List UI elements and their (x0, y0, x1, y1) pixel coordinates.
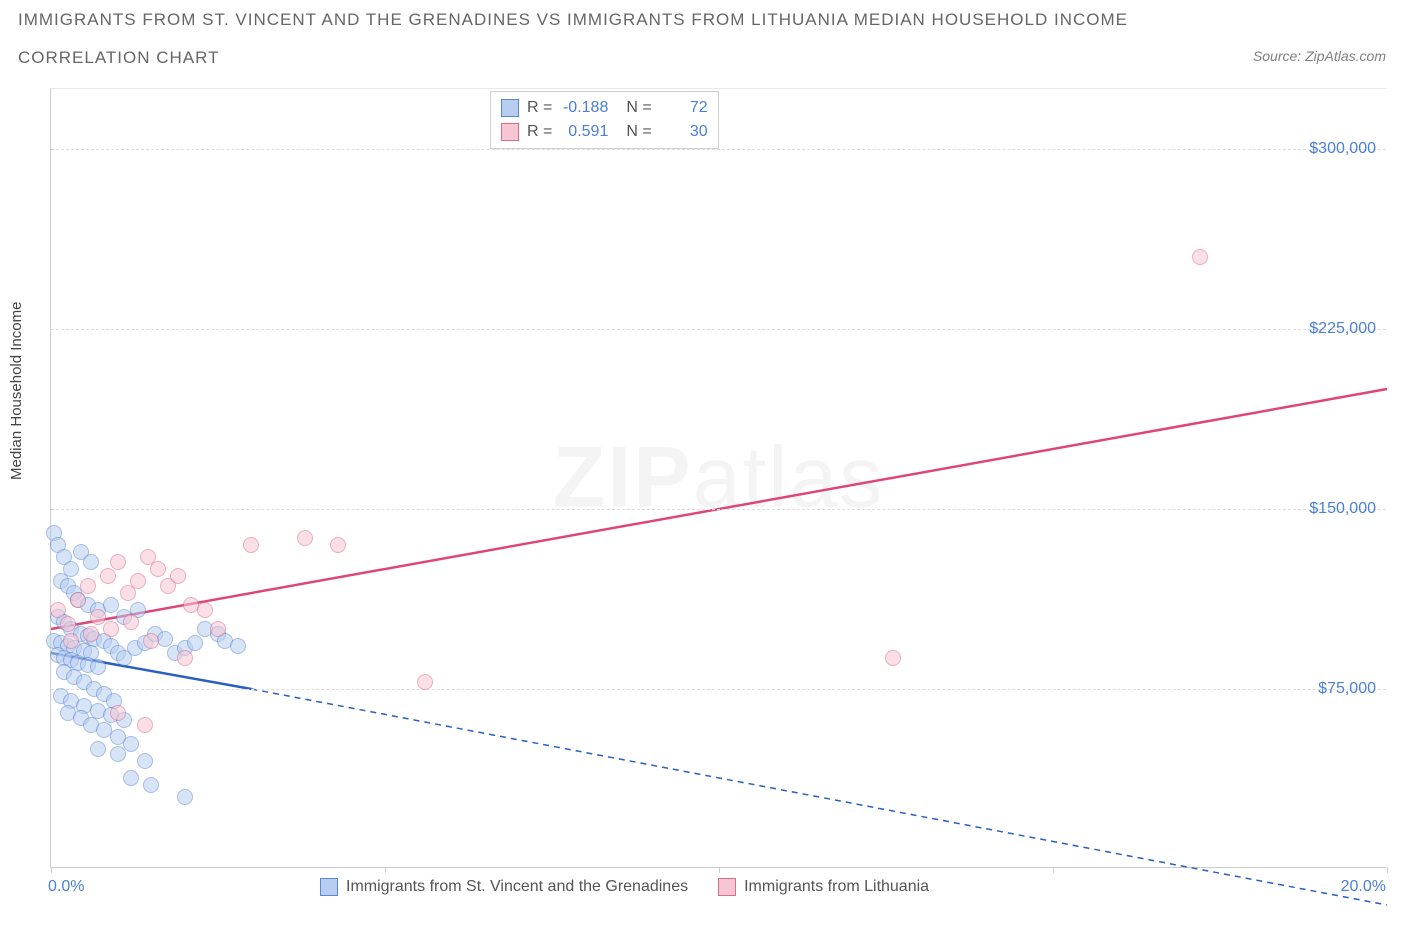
data-point (137, 753, 153, 769)
data-point (110, 705, 126, 721)
data-point (230, 638, 246, 654)
y-tick-label: $75,000 (1318, 680, 1376, 698)
legend-n-label: N = (626, 99, 651, 117)
trend-line-extrapolated (251, 689, 1387, 905)
data-point (100, 568, 116, 584)
data-point (197, 602, 213, 618)
data-point (103, 597, 119, 613)
grid-line (51, 149, 1386, 150)
legend-swatch (718, 878, 736, 896)
source-label: Source: ZipAtlas.com (1253, 48, 1386, 64)
data-point (50, 602, 66, 618)
legend-n-value: 72 (660, 99, 708, 117)
x-tick (51, 867, 52, 873)
legend-swatch (320, 878, 338, 896)
data-point (70, 592, 86, 608)
data-point (80, 578, 96, 594)
data-point (103, 621, 119, 637)
legend-r-value: 0.591 (560, 123, 608, 141)
grid-line (51, 509, 1386, 510)
y-axis-title: Median Household Income (8, 302, 25, 480)
legend-r-label: R = (527, 123, 552, 141)
legend-r-label: R = (527, 99, 552, 117)
grid-line (51, 329, 1386, 330)
legend-swatch (501, 123, 519, 141)
y-tick-label: $225,000 (1309, 320, 1376, 338)
y-tick-label: $300,000 (1309, 140, 1376, 158)
data-point (170, 568, 186, 584)
chart-plot-area: ZIPatlas $75,000$150,000$225,000$300,000 (50, 88, 1386, 868)
legend-n-label: N = (626, 123, 651, 141)
data-point (110, 746, 126, 762)
data-point (1192, 249, 1208, 265)
data-point (60, 616, 76, 632)
chart-title: IMMIGRANTS FROM ST. VINCENT AND THE GREN… (18, 10, 1128, 30)
data-point (110, 554, 126, 570)
data-point (83, 626, 99, 642)
data-point (63, 633, 79, 649)
data-point (177, 789, 193, 805)
data-point (417, 674, 433, 690)
data-point (90, 741, 106, 757)
data-point (123, 614, 139, 630)
legend-swatch (501, 99, 519, 117)
data-point (123, 770, 139, 786)
x-tick (1387, 867, 1388, 873)
stats-legend-row: R = -0.188 N = 72 (501, 96, 708, 120)
data-point (157, 631, 173, 647)
data-point (90, 609, 106, 625)
series-legend: Immigrants from St. Vincent and the Gren… (320, 878, 929, 896)
series-legend-label: Immigrants from Lithuania (744, 878, 929, 896)
legend-r-value: -0.188 (560, 99, 608, 117)
series-legend-label: Immigrants from St. Vincent and the Gren… (346, 878, 688, 896)
stats-legend: R = -0.188 N = 72 R = 0.591 N = 30 (490, 91, 719, 149)
series-legend-item: Immigrants from St. Vincent and the Gren… (320, 878, 688, 896)
x-tick (1053, 867, 1054, 873)
data-point (130, 573, 146, 589)
trend-lines-layer (51, 89, 1386, 867)
y-tick-label: $150,000 (1309, 500, 1376, 518)
x-tick (719, 867, 720, 873)
x-axis-min-label: 0.0% (48, 878, 84, 896)
data-point (137, 717, 153, 733)
stats-legend-row: R = 0.591 N = 30 (501, 120, 708, 144)
data-point (885, 650, 901, 666)
data-point (210, 621, 226, 637)
data-point (83, 554, 99, 570)
chart-subtitle: CORRELATION CHART (18, 48, 220, 68)
legend-n-value: 30 (660, 123, 708, 141)
x-tick (385, 867, 386, 873)
series-legend-item: Immigrants from Lithuania (718, 878, 929, 896)
grid-line (51, 689, 1386, 690)
data-point (150, 561, 166, 577)
x-axis-max-label: 20.0% (1341, 878, 1386, 896)
data-point (187, 635, 203, 651)
data-point (177, 650, 193, 666)
data-point (297, 530, 313, 546)
